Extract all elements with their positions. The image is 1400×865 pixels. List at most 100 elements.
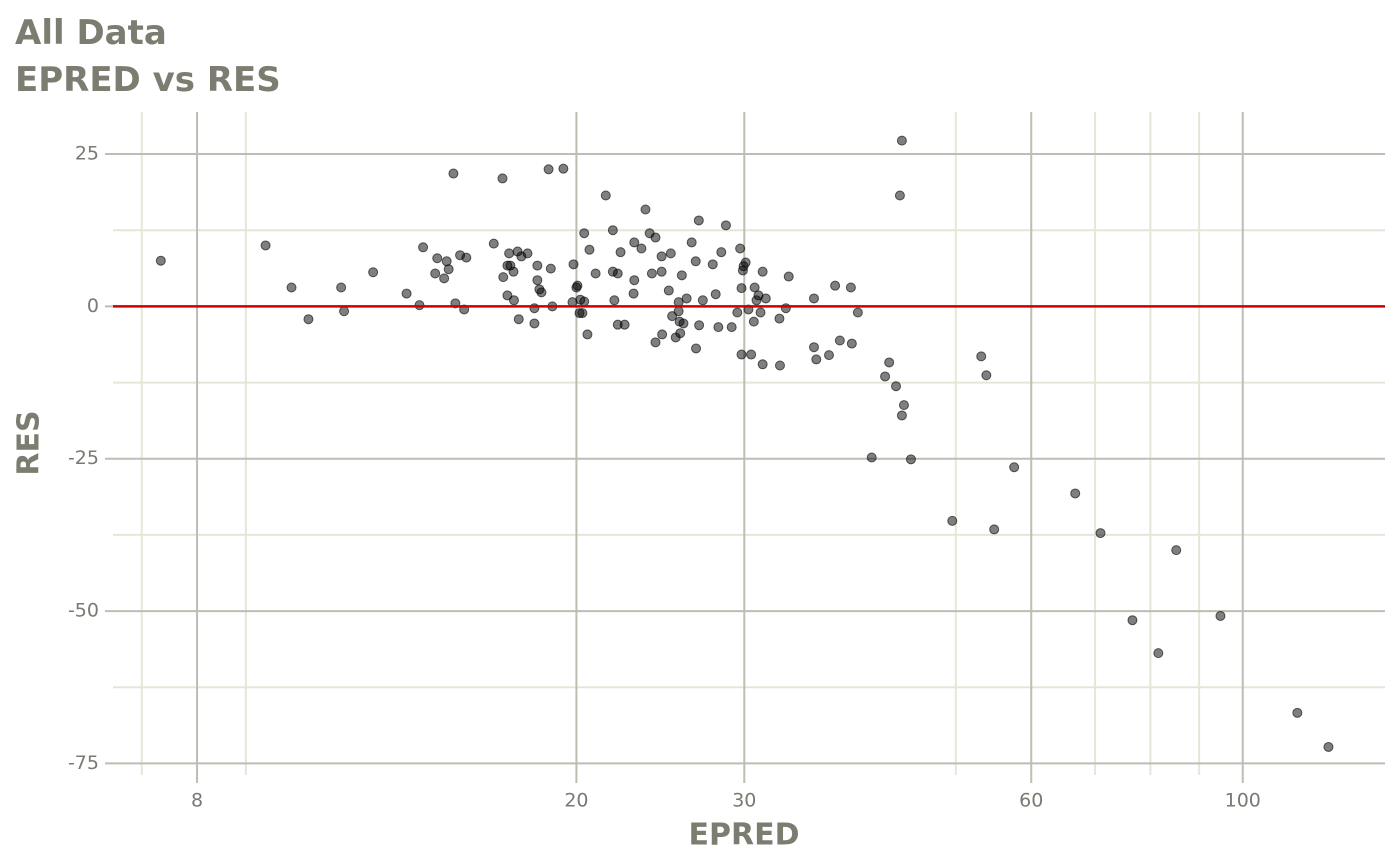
point bbox=[629, 237, 640, 248]
point bbox=[735, 243, 746, 254]
point bbox=[707, 259, 718, 270]
point bbox=[713, 322, 724, 333]
point bbox=[532, 275, 543, 286]
point bbox=[650, 232, 661, 243]
point bbox=[508, 266, 519, 277]
point bbox=[609, 295, 620, 306]
point bbox=[657, 329, 668, 340]
point bbox=[432, 253, 443, 264]
point bbox=[656, 251, 667, 262]
point bbox=[981, 370, 992, 381]
point bbox=[808, 293, 819, 304]
x-tick-label: 8 bbox=[191, 790, 203, 812]
point bbox=[1095, 528, 1106, 539]
point bbox=[808, 342, 819, 353]
point bbox=[545, 263, 556, 274]
point bbox=[846, 338, 857, 349]
point bbox=[681, 293, 692, 304]
y-axis-label: RES bbox=[12, 410, 47, 475]
point bbox=[443, 264, 454, 275]
point bbox=[749, 282, 760, 293]
point bbox=[508, 295, 519, 306]
point bbox=[448, 168, 459, 179]
point bbox=[522, 248, 533, 259]
point bbox=[716, 247, 727, 258]
point bbox=[760, 293, 771, 304]
point bbox=[757, 359, 768, 370]
y-tick-label: -50 bbox=[68, 600, 99, 622]
point bbox=[697, 295, 708, 306]
chart-subtitle: EPRED vs RES bbox=[15, 60, 281, 100]
x-axis-label: EPRED bbox=[689, 818, 800, 853]
point bbox=[673, 306, 684, 317]
point bbox=[667, 311, 678, 322]
point bbox=[543, 164, 554, 175]
point bbox=[336, 282, 347, 293]
point bbox=[676, 270, 687, 281]
point bbox=[498, 272, 509, 283]
point bbox=[488, 238, 499, 249]
x-tick-label: 100 bbox=[1225, 790, 1261, 812]
point bbox=[513, 314, 524, 325]
point bbox=[640, 204, 651, 215]
point bbox=[866, 452, 877, 463]
point bbox=[1009, 462, 1020, 473]
point bbox=[656, 266, 667, 277]
point bbox=[947, 515, 958, 526]
point bbox=[636, 243, 647, 254]
point bbox=[976, 351, 987, 362]
point bbox=[615, 247, 626, 258]
point bbox=[746, 349, 757, 360]
point bbox=[834, 335, 845, 346]
point bbox=[694, 320, 705, 331]
point bbox=[368, 267, 379, 278]
x-tick-label: 60 bbox=[1019, 790, 1043, 812]
point bbox=[748, 316, 759, 327]
point bbox=[755, 307, 766, 318]
point bbox=[783, 271, 794, 282]
point bbox=[774, 360, 785, 371]
point bbox=[430, 268, 441, 279]
point bbox=[1127, 615, 1138, 626]
point bbox=[896, 410, 907, 421]
point bbox=[898, 400, 909, 411]
point bbox=[529, 303, 540, 314]
point bbox=[418, 242, 429, 253]
point bbox=[579, 296, 590, 307]
point bbox=[852, 307, 863, 318]
point bbox=[502, 290, 513, 301]
point bbox=[663, 285, 674, 296]
point bbox=[303, 314, 314, 325]
point bbox=[774, 313, 785, 324]
point bbox=[1215, 610, 1226, 621]
point bbox=[720, 220, 731, 231]
x-tick-label: 30 bbox=[732, 790, 756, 812]
point bbox=[629, 275, 640, 286]
point bbox=[678, 318, 689, 329]
point bbox=[896, 135, 907, 146]
point bbox=[884, 357, 895, 368]
point bbox=[690, 256, 701, 267]
point bbox=[880, 371, 891, 382]
point bbox=[532, 260, 543, 271]
point bbox=[1153, 648, 1164, 659]
point bbox=[780, 303, 791, 314]
point bbox=[536, 287, 547, 298]
point bbox=[558, 163, 569, 174]
point bbox=[736, 283, 747, 294]
point bbox=[811, 354, 822, 365]
point bbox=[577, 308, 588, 319]
point bbox=[497, 173, 508, 184]
point bbox=[757, 266, 768, 277]
point bbox=[401, 288, 412, 299]
point bbox=[891, 381, 902, 392]
point bbox=[845, 282, 856, 293]
point bbox=[568, 259, 579, 270]
y-tick-label: -25 bbox=[68, 447, 99, 469]
point bbox=[286, 282, 297, 293]
point bbox=[905, 454, 916, 465]
point bbox=[710, 289, 721, 300]
point bbox=[260, 240, 271, 251]
point bbox=[1292, 707, 1303, 718]
